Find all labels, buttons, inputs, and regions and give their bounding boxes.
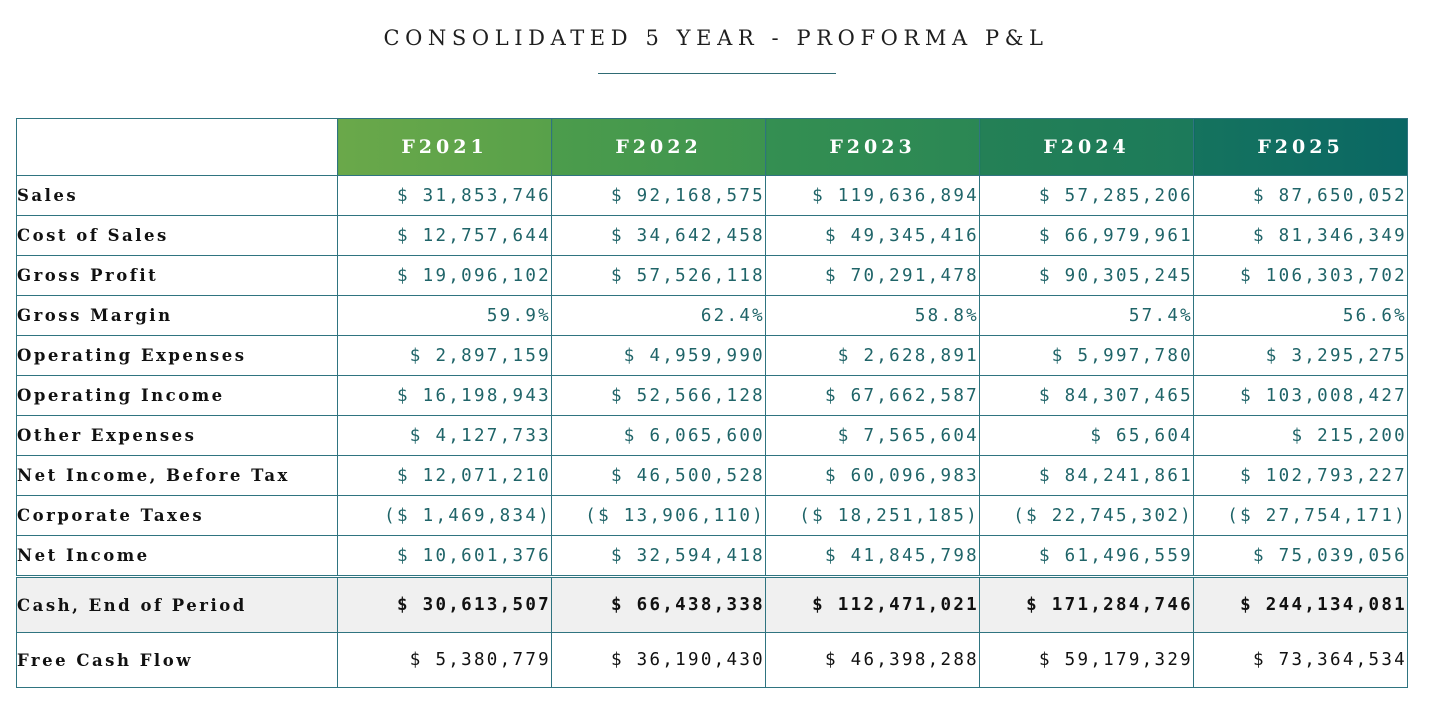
- table-cell: $ 3,295,275: [1193, 335, 1408, 376]
- table-cell: $ 67,662,587: [765, 375, 980, 416]
- table-cell: $ 66,979,961: [979, 215, 1194, 256]
- table-cell: $ 171,284,746: [979, 575, 1194, 633]
- table-cell: $ 84,307,465: [979, 375, 1194, 416]
- table-cell: $ 59,179,329: [979, 632, 1194, 688]
- table-cell: $ 87,650,052: [1193, 175, 1408, 216]
- table-cell: $ 32,594,418: [551, 535, 766, 577]
- table-cell: $ 102,793,227: [1193, 455, 1408, 496]
- row-label: Net Income: [16, 535, 338, 577]
- table-cell: $ 12,071,210: [337, 455, 552, 496]
- table-cell: $ 75,039,056: [1193, 535, 1408, 577]
- title-divider: [598, 73, 836, 74]
- table-row: Operating Expenses $ 2,897,159 $ 4,959,9…: [16, 335, 1408, 376]
- table-row: Net Income $ 10,601,376 $ 32,594,418 $ 4…: [16, 535, 1408, 577]
- header-corner: [16, 118, 338, 176]
- table-cell: $ 112,471,021: [765, 575, 980, 633]
- year-header: F2025: [1193, 118, 1408, 176]
- table-cell: 57.4%: [979, 295, 1194, 336]
- table-cell: 58.8%: [765, 295, 980, 336]
- table-cell: $ 12,757,644: [337, 215, 552, 256]
- table-cell: $ 57,285,206: [979, 175, 1194, 216]
- table-cell: $ 73,364,534: [1193, 632, 1408, 688]
- year-header-row: F2021 F2022 F2023 F2024 F2025: [16, 118, 1408, 176]
- table-cell: $ 244,134,081: [1193, 575, 1408, 633]
- row-label: Gross Profit: [16, 255, 338, 296]
- row-label: Sales: [16, 175, 338, 216]
- table-cell: $ 41,845,798: [765, 535, 980, 577]
- table-cell: $ 16,198,943: [337, 375, 552, 416]
- row-label: Operating Expenses: [16, 335, 338, 376]
- table-cell: $ 2,897,159: [337, 335, 552, 376]
- table-cell: $ 2,628,891: [765, 335, 980, 376]
- row-label: Gross Margin: [16, 295, 338, 336]
- table-row: Sales $ 31,853,746 $ 92,168,575 $ 119,63…: [16, 175, 1408, 216]
- cash-end-of-period-row: Cash, End of Period $ 30,613,507 $ 66,43…: [16, 575, 1408, 633]
- year-header: F2023: [765, 118, 980, 176]
- table-cell: $ 119,636,894: [765, 175, 980, 216]
- table-cell: ($ 22,745,302): [979, 495, 1194, 536]
- row-label: Cash, End of Period: [16, 575, 338, 633]
- table-cell: $ 81,346,349: [1193, 215, 1408, 256]
- table-cell: $ 65,604: [979, 415, 1194, 456]
- row-label: Cost of Sales: [16, 215, 338, 256]
- table-cell: $ 4,127,733: [337, 415, 552, 456]
- table-cell: $ 57,526,118: [551, 255, 766, 296]
- table-cell: 62.4%: [551, 295, 766, 336]
- table-cell: $ 7,565,604: [765, 415, 980, 456]
- table-row: Other Expenses $ 4,127,733 $ 6,065,600 $…: [16, 415, 1408, 456]
- table-cell: $ 30,613,507: [337, 575, 552, 633]
- table-row: Cost of Sales $ 12,757,644 $ 34,642,458 …: [16, 215, 1408, 256]
- table-cell: $ 215,200: [1193, 415, 1408, 456]
- page-title: CONSOLIDATED 5 YEAR - PROFORMA P&L: [383, 26, 1049, 50]
- table-row: Net Income, Before Tax $ 12,071,210 $ 46…: [16, 455, 1408, 496]
- table-cell: ($ 1,469,834): [337, 495, 552, 536]
- table-row: Gross Margin 59.9% 62.4% 58.8% 57.4% 56.…: [16, 295, 1408, 336]
- table-cell: $ 36,190,430: [551, 632, 766, 688]
- table-cell: $ 46,398,288: [765, 632, 980, 688]
- row-label: Free Cash Flow: [16, 632, 338, 688]
- year-header: F2022: [551, 118, 766, 176]
- table-row: Corporate Taxes ($ 1,469,834) ($ 13,906,…: [16, 495, 1408, 536]
- table-cell: ($ 27,754,171): [1193, 495, 1408, 536]
- table-cell: $ 19,096,102: [337, 255, 552, 296]
- table-cell: $ 90,305,245: [979, 255, 1194, 296]
- table-cell: $ 70,291,478: [765, 255, 980, 296]
- year-header: F2024: [979, 118, 1194, 176]
- free-cash-flow-row: Free Cash Flow $ 5,380,779 $ 36,190,430 …: [16, 632, 1408, 688]
- table-cell: $ 66,438,338: [551, 575, 766, 633]
- table-row: Gross Profit $ 19,096,102 $ 57,526,118 $…: [16, 255, 1408, 296]
- pl-table: F2021 F2022 F2023 F2024 F2025 Sales $ 31…: [16, 118, 1408, 688]
- table-cell: 59.9%: [337, 295, 552, 336]
- row-label: Other Expenses: [16, 415, 338, 456]
- table-cell: $ 10,601,376: [337, 535, 552, 577]
- table-cell: $ 46,500,528: [551, 455, 766, 496]
- row-label: Corporate Taxes: [16, 495, 338, 536]
- table-cell: $ 92,168,575: [551, 175, 766, 216]
- table-cell: $ 84,241,861: [979, 455, 1194, 496]
- table-cell: $ 49,345,416: [765, 215, 980, 256]
- year-header: F2021: [337, 118, 552, 176]
- row-label: Operating Income: [16, 375, 338, 416]
- table-cell: $ 6,065,600: [551, 415, 766, 456]
- table-cell: $ 103,008,427: [1193, 375, 1408, 416]
- table-cell: $ 61,496,559: [979, 535, 1194, 577]
- table-cell: 56.6%: [1193, 295, 1408, 336]
- table-row: Operating Income $ 16,198,943 $ 52,566,1…: [16, 375, 1408, 416]
- table-cell: $ 34,642,458: [551, 215, 766, 256]
- table-cell: $ 5,380,779: [337, 632, 552, 688]
- table-cell: $ 31,853,746: [337, 175, 552, 216]
- table-cell: ($ 18,251,185): [765, 495, 980, 536]
- table-cell: ($ 13,906,110): [551, 495, 766, 536]
- table-cell: $ 4,959,990: [551, 335, 766, 376]
- table-cell: $ 52,566,128: [551, 375, 766, 416]
- table-cell: $ 60,096,983: [765, 455, 980, 496]
- table-cell: $ 106,303,702: [1193, 255, 1408, 296]
- row-label: Net Income, Before Tax: [16, 455, 338, 496]
- table-cell: $ 5,997,780: [979, 335, 1194, 376]
